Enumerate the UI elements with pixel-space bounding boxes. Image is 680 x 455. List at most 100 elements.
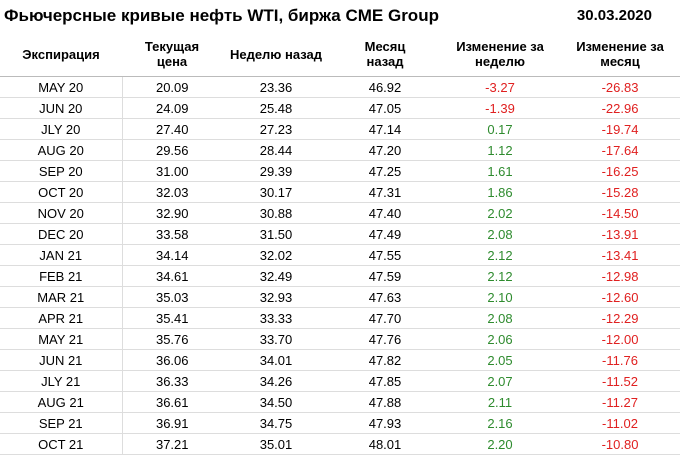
table-row: OCT 20 32.03 30.17 47.31 1.86 -15.28 [0,181,680,203]
value-cell: 29.39 [222,160,330,182]
value-cell: 36.61 [122,391,222,413]
value-cell: 34.61 [122,265,222,287]
value-cell: 30.88 [222,202,330,224]
value-cell: -13.41 [560,244,680,266]
value-cell: 46.92 [330,76,440,98]
table-row: NOV 20 32.90 30.88 47.40 2.02 -14.50 [0,202,680,224]
value-cell: 35.76 [122,328,222,350]
expiration-cell: DEC 20 [0,223,123,245]
value-cell: -16.25 [560,160,680,182]
table-row: DEC 20 33.58 31.50 47.49 2.08 -13.91 [0,223,680,245]
value-cell: 29.56 [122,139,222,161]
expiration-cell: MAR 21 [0,286,123,308]
value-cell: 24.09 [122,97,222,119]
value-cell: -11.52 [560,370,680,392]
value-cell: 25.48 [222,97,330,119]
value-cell: 2.05 [440,349,560,371]
expiration-cell: JLY 21 [0,370,123,392]
expiration-cell: MAY 21 [0,328,123,350]
column-header: Текущая цена [122,32,222,77]
value-cell: -12.60 [560,286,680,308]
expiration-cell: JUN 20 [0,97,123,119]
expiration-cell: OCT 21 [0,433,123,455]
value-cell: 23.36 [222,76,330,98]
value-cell: 35.03 [122,286,222,308]
value-cell: 2.12 [440,244,560,266]
value-cell: 47.05 [330,97,440,119]
column-header-text: Изменение за месяц [576,39,664,69]
value-cell: -11.76 [560,349,680,371]
value-cell: 31.00 [122,160,222,182]
expiration-cell: NOV 20 [0,202,123,224]
value-cell: 31.50 [222,223,330,245]
value-cell: 35.41 [122,307,222,329]
table-row: OCT 21 37.21 35.01 48.01 2.20 -10.80 [0,433,680,455]
value-cell: 2.02 [440,202,560,224]
value-cell: 37.21 [122,433,222,455]
table-row: JLY 20 27.40 27.23 47.14 0.17 -19.74 [0,118,680,140]
value-cell: -13.91 [560,223,680,245]
value-cell: 47.76 [330,328,440,350]
column-header: Неделю назад [222,32,330,77]
header: Фьючерсные кривые нефть WTI, биржа CME G… [0,0,680,32]
value-cell: -11.02 [560,412,680,434]
table-row: SEP 20 31.00 29.39 47.25 1.61 -16.25 [0,160,680,182]
value-cell: -11.27 [560,391,680,413]
value-cell: -3.27 [440,76,560,98]
table-row: AUG 20 29.56 28.44 47.20 1.12 -17.64 [0,139,680,161]
value-cell: 33.70 [222,328,330,350]
value-cell: 47.14 [330,118,440,140]
column-header-text: Экспирация [22,46,100,62]
value-cell: -14.50 [560,202,680,224]
value-cell: 47.40 [330,202,440,224]
table-row: SEP 21 36.91 34.75 47.93 2.16 -11.02 [0,412,680,434]
value-cell: 47.25 [330,160,440,182]
expiration-cell: AUG 21 [0,391,123,413]
column-header-text: Неделю назад [229,46,323,62]
value-cell: 33.33 [222,307,330,329]
expiration-cell: JLY 20 [0,118,123,140]
table-row: FEB 21 34.61 32.49 47.59 2.12 -12.98 [0,265,680,287]
value-cell: -12.00 [560,328,680,350]
expiration-cell: FEB 21 [0,265,123,287]
value-cell: -12.98 [560,265,680,287]
column-header: Месяц назад [330,32,440,77]
value-cell: 36.06 [122,349,222,371]
value-cell: 47.49 [330,223,440,245]
futures-table: Экспирация Текущая цена Неделю назад Месяц … [0,32,680,455]
value-cell: 47.85 [330,370,440,392]
column-header: Изменение за месяц [560,32,680,77]
header-row: Экспирация Текущая цена Неделю назад Месяц … [0,32,680,77]
value-cell: 47.20 [330,139,440,161]
value-cell: 2.20 [440,433,560,455]
value-cell: 47.55 [330,244,440,266]
table-row: AUG 21 36.61 34.50 47.88 2.11 -11.27 [0,391,680,413]
table-row: JLY 21 36.33 34.26 47.85 2.07 -11.52 [0,370,680,392]
value-cell: 36.91 [122,412,222,434]
value-cell: 35.01 [222,433,330,455]
value-cell: 2.08 [440,223,560,245]
value-cell: 0.17 [440,118,560,140]
value-cell: 47.88 [330,391,440,413]
column-header-text: Текущая цена [144,39,200,69]
expiration-cell: AUG 20 [0,139,123,161]
value-cell: 34.26 [222,370,330,392]
value-cell: 47.63 [330,286,440,308]
expiration-cell: SEP 20 [0,160,123,182]
value-cell: 47.70 [330,307,440,329]
value-cell: 28.44 [222,139,330,161]
expiration-cell: MAY 20 [0,76,123,98]
value-cell: 1.86 [440,181,560,203]
expiration-cell: JAN 21 [0,244,123,266]
value-cell: 34.01 [222,349,330,371]
value-cell: 32.90 [122,202,222,224]
expiration-cell: APR 21 [0,307,123,329]
table-row: APR 21 35.41 33.33 47.70 2.08 -12.29 [0,307,680,329]
value-cell: 47.31 [330,181,440,203]
value-cell: 36.33 [122,370,222,392]
expiration-cell: OCT 20 [0,181,123,203]
title: Фьючерсные кривые нефть WTI, биржа CME G… [4,6,439,25]
value-cell: 27.40 [122,118,222,140]
table-row: JUN 21 36.06 34.01 47.82 2.05 -11.76 [0,349,680,371]
value-cell: -26.83 [560,76,680,98]
